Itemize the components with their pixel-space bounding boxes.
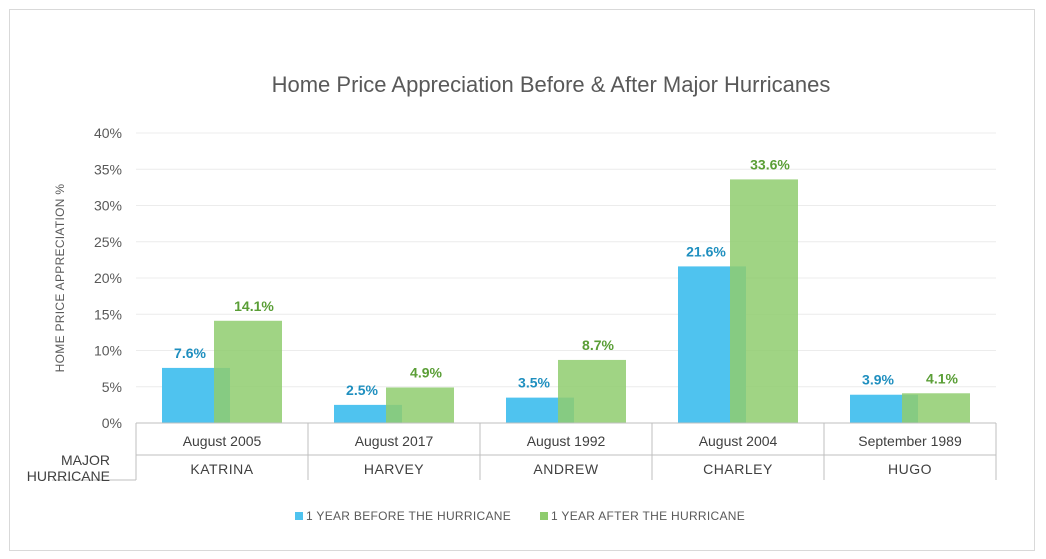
legend-entry: 1 YEAR BEFORE THE HURRICANE	[306, 509, 511, 523]
y-tick-label: 10%	[94, 343, 122, 359]
y-tick-label: 0%	[102, 415, 122, 431]
data-labels: 7.6% 14.1% 2.5% 4.9% 3.5% 8.7% 21.6% 33.6% 3.9% 4…	[174, 156, 958, 397]
label-before-hugo: 3.9%	[862, 372, 894, 388]
bar-before-harvey	[334, 404, 402, 423]
y-axis-label: HOME PRICE APPRECIATION %	[53, 184, 67, 373]
label-after-hugo: 4.1%	[926, 370, 958, 386]
category-date: September 1989	[858, 433, 962, 449]
label-after-harvey: 4.9%	[410, 364, 442, 380]
legend-entry: 1 YEAR AFTER THE HURRICANE	[551, 509, 745, 523]
y-tick-label: 35%	[94, 161, 122, 177]
bar-after-charley	[730, 179, 798, 423]
y-tick-label: 15%	[94, 306, 122, 322]
label-before-katrina: 7.6%	[174, 345, 206, 361]
y-tick-label: 40%	[94, 125, 122, 141]
label-after-katrina: 14.1%	[234, 298, 274, 314]
label-after-andrew: 8.7%	[582, 337, 614, 353]
bar-after-hugo	[902, 393, 970, 423]
bar-after-katrina	[214, 320, 282, 423]
category-date: August 2004	[699, 433, 778, 449]
legend-swatch	[540, 512, 548, 520]
x-axis: August 2005 KATRINA August 2017 HARVEY Augus…	[52, 422, 997, 481]
chart-frame	[9, 9, 1035, 551]
y-tick-label: 30%	[94, 198, 122, 214]
bar-after-andrew	[558, 359, 626, 423]
y-tick-label: 5%	[102, 379, 122, 395]
y-axis-ticks: 0% 5% 10% 15% 20% 25% 30% 35% 40%	[94, 125, 122, 431]
legend: 1 YEAR BEFORE THE HURRICANE 1 YEAR AFTER …	[295, 509, 745, 523]
label-after-charley: 33.6%	[750, 156, 790, 172]
label-before-harvey: 2.5%	[346, 382, 378, 398]
category-name: ANDREW	[533, 461, 599, 477]
label-before-charley: 21.6%	[686, 243, 726, 259]
y-tick-label: 20%	[94, 270, 122, 286]
category-name: HARVEY	[364, 461, 424, 477]
bars	[162, 179, 970, 423]
category-date: August 2017	[355, 433, 434, 449]
category-name: KATRINA	[190, 461, 253, 477]
chart-title: Home Price Appreciation Before & After M…	[272, 72, 831, 97]
category-date: August 1992	[527, 433, 606, 449]
bar-after-harvey	[386, 387, 454, 423]
category-name: CHARLEY	[703, 461, 773, 477]
category-date: August 2005	[183, 433, 262, 449]
x-axis-label-line-2: HURRICANE	[27, 468, 110, 484]
y-tick-label: 25%	[94, 234, 122, 250]
label-before-andrew: 3.5%	[518, 375, 550, 391]
legend-swatch	[295, 512, 303, 520]
x-axis-label-line-1: MAJOR	[61, 452, 110, 468]
category-name: HUGO	[888, 461, 932, 477]
